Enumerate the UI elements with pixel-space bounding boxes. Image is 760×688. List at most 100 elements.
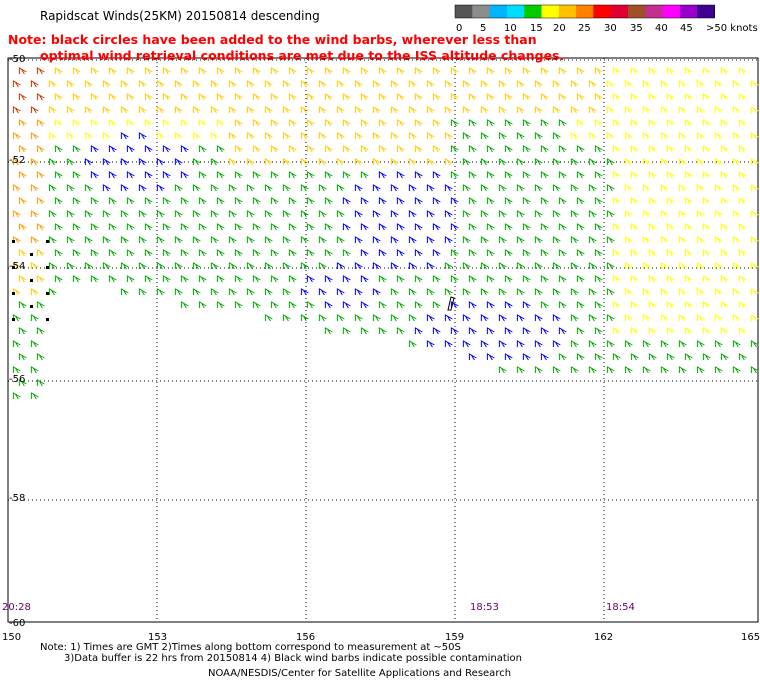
wind-barb xyxy=(36,67,45,75)
wind-barb xyxy=(606,184,615,192)
wind-barb xyxy=(252,119,261,127)
wind-barb xyxy=(408,158,417,166)
wind-barb xyxy=(480,210,489,218)
wind-barb xyxy=(750,132,759,140)
wind-barb xyxy=(714,158,723,166)
wind-barb xyxy=(552,158,561,166)
wind-barb xyxy=(630,223,639,231)
wind-barb xyxy=(516,106,525,114)
wind-barb xyxy=(192,106,201,114)
wind-barb xyxy=(36,353,45,361)
wind-barb xyxy=(522,327,531,335)
wind-barb xyxy=(660,80,669,88)
wind-barb xyxy=(432,67,441,75)
wind-barb xyxy=(228,106,237,114)
wind-barb xyxy=(696,80,705,88)
wind-barb xyxy=(696,132,705,140)
wind-barb xyxy=(468,249,477,257)
wind-barb xyxy=(126,275,135,283)
wind-barb xyxy=(288,197,297,205)
wind-barb xyxy=(102,262,111,270)
wind-barb xyxy=(624,340,633,348)
wind-barb xyxy=(324,197,333,205)
wind-barb xyxy=(318,184,327,192)
wind-barb xyxy=(588,288,597,296)
wind-barb xyxy=(342,223,351,231)
wind-barb xyxy=(684,301,693,309)
wind-barb xyxy=(180,249,189,257)
wind-barb xyxy=(486,353,495,361)
flag-marker xyxy=(46,266,49,269)
wind-barb xyxy=(300,158,309,166)
wind-barb xyxy=(120,210,129,218)
wind-barb xyxy=(18,67,27,75)
wind-barb xyxy=(696,288,705,296)
wind-barb xyxy=(624,80,633,88)
wind-barb xyxy=(450,119,459,127)
wind-barb xyxy=(180,197,189,205)
wind-barb xyxy=(432,327,441,335)
wind-barb xyxy=(594,249,603,257)
wind-barb xyxy=(300,236,309,244)
wind-barb xyxy=(426,288,435,296)
wind-barb xyxy=(684,353,693,361)
wind-barb xyxy=(612,145,621,153)
wind-barb xyxy=(498,314,507,322)
wind-barb xyxy=(504,93,513,101)
wind-barb xyxy=(498,106,507,114)
wind-barb xyxy=(390,314,399,322)
wind-barb xyxy=(54,275,63,283)
wind-barb xyxy=(162,223,171,231)
wind-barb xyxy=(642,236,651,244)
wind-barb xyxy=(750,80,759,88)
wind-barb xyxy=(36,197,45,205)
legend-swatch xyxy=(679,5,698,18)
wind-barb xyxy=(270,171,279,179)
wind-barb xyxy=(612,353,621,361)
wind-barb xyxy=(642,210,651,218)
wind-barb xyxy=(696,340,705,348)
wind-barb xyxy=(324,327,333,335)
lon-label-159: 159 xyxy=(445,632,464,643)
wind-barb xyxy=(516,288,525,296)
wind-barb xyxy=(702,223,711,231)
wind-barb xyxy=(300,314,309,322)
wind-barb xyxy=(12,210,21,218)
wind-barb xyxy=(480,158,489,166)
wind-barb xyxy=(660,132,669,140)
wind-barb xyxy=(750,314,759,322)
wind-barb xyxy=(444,210,453,218)
wind-barb xyxy=(12,340,21,348)
wind-barb xyxy=(264,158,273,166)
wind-barb xyxy=(552,106,561,114)
wind-barb xyxy=(588,340,597,348)
wind-barb xyxy=(90,197,99,205)
map-title: Rapidscat Winds(25KM) 20150814 descendin… xyxy=(40,9,320,23)
wind-barb xyxy=(102,132,111,140)
wind-barb xyxy=(576,93,585,101)
wind-barb xyxy=(648,119,657,127)
wind-barb xyxy=(246,262,255,270)
wind-barb xyxy=(558,67,567,75)
wind-barb xyxy=(30,210,39,218)
wind-barb xyxy=(360,223,369,231)
wind-barb xyxy=(714,262,723,270)
wind-barb xyxy=(570,158,579,166)
wind-barb xyxy=(534,184,543,192)
wind-barb xyxy=(354,262,363,270)
wind-barb xyxy=(252,145,261,153)
wind-barb xyxy=(702,119,711,127)
wind-barb xyxy=(336,262,345,270)
wind-barb xyxy=(306,171,315,179)
wind-barb xyxy=(288,301,297,309)
wind-barb xyxy=(378,93,387,101)
wind-barb xyxy=(468,301,477,309)
wind-barb xyxy=(234,223,243,231)
wind-barb xyxy=(18,353,27,361)
wind-barb xyxy=(468,223,477,231)
lat-label-60: -60 xyxy=(9,618,25,629)
wind-barb xyxy=(576,327,585,335)
wind-barb xyxy=(66,184,75,192)
wind-barb xyxy=(156,80,165,88)
wind-barb xyxy=(378,275,387,283)
